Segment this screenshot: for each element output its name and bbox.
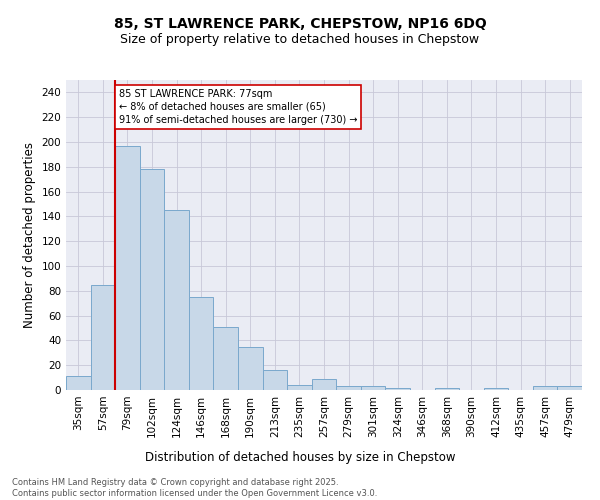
Bar — [189, 297, 214, 390]
Bar — [214, 327, 238, 390]
Bar — [385, 388, 410, 390]
Text: Size of property relative to detached houses in Chepstow: Size of property relative to detached ho… — [121, 32, 479, 46]
Bar — [557, 386, 582, 390]
Bar — [164, 210, 189, 390]
Bar — [115, 146, 140, 390]
Bar — [312, 379, 336, 390]
Text: Distribution of detached houses by size in Chepstow: Distribution of detached houses by size … — [145, 451, 455, 464]
Text: 85, ST LAWRENCE PARK, CHEPSTOW, NP16 6DQ: 85, ST LAWRENCE PARK, CHEPSTOW, NP16 6DQ — [113, 18, 487, 32]
Bar — [140, 170, 164, 390]
Bar — [238, 346, 263, 390]
Text: 85 ST LAWRENCE PARK: 77sqm
← 8% of detached houses are smaller (65)
91% of semi-: 85 ST LAWRENCE PARK: 77sqm ← 8% of detac… — [119, 88, 358, 125]
Bar — [91, 284, 115, 390]
Bar — [434, 388, 459, 390]
Bar — [533, 386, 557, 390]
Y-axis label: Number of detached properties: Number of detached properties — [23, 142, 36, 328]
Bar — [66, 376, 91, 390]
Bar — [336, 386, 361, 390]
Bar — [484, 388, 508, 390]
Text: Contains HM Land Registry data © Crown copyright and database right 2025.
Contai: Contains HM Land Registry data © Crown c… — [12, 478, 377, 498]
Bar — [361, 386, 385, 390]
Bar — [263, 370, 287, 390]
Bar — [287, 385, 312, 390]
